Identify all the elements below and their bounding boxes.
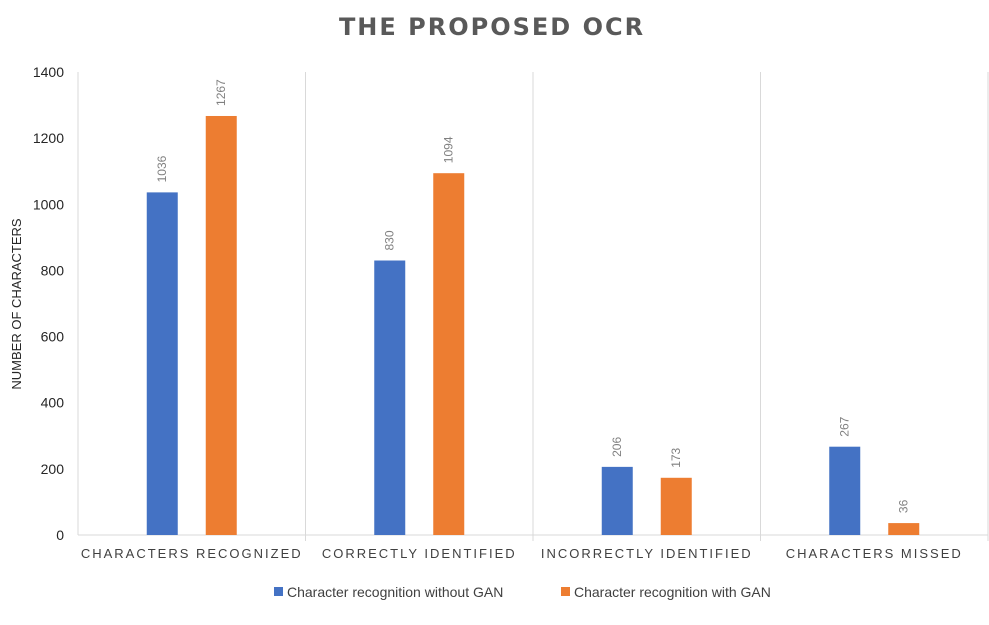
bar-without-gan [601, 466, 633, 535]
y-tick-label: 400 [41, 395, 65, 411]
data-label: 173 [669, 447, 683, 467]
chart-data-labels: 1036 830 206 267 1267 1094 173 36 [155, 79, 911, 513]
y-tick-label: 1000 [33, 196, 64, 212]
y-axis-label: NUMBER OF CHARACTERS [9, 218, 24, 390]
data-label: 36 [897, 499, 911, 513]
data-label: 267 [838, 416, 852, 436]
y-tick-label: 1200 [33, 130, 64, 146]
legend-label: Character recognition without GAN [287, 584, 503, 600]
y-tick-label: 1400 [33, 64, 64, 80]
y-tick-label: 0 [56, 527, 64, 543]
bar-without-gan [829, 446, 861, 535]
legend-swatch [561, 587, 570, 596]
legend-label: Character recognition with GAN [574, 584, 771, 600]
x-category-label: CHARACTERS MISSED [786, 546, 963, 561]
bar-with-gan [433, 173, 465, 535]
x-category-label: INCORRECTLY IDENTIFIED [541, 546, 753, 561]
legend-swatch [274, 587, 283, 596]
data-label: 1267 [214, 79, 228, 106]
x-category-label: CORRECTLY IDENTIFIED [322, 546, 517, 561]
data-label: 1094 [442, 136, 456, 163]
bar-without-gan [374, 260, 406, 535]
y-tick-label: 600 [41, 329, 65, 345]
chart-legend: Character recognition without GAN Charact… [274, 584, 771, 600]
chart-axes: 0 200 400 600 800 1000 1200 1400 CHARACTERS RECO… [33, 64, 989, 561]
bar-with-gan [205, 115, 237, 536]
data-label: 1036 [155, 155, 169, 182]
chart-title: THE PROPOSED OCR [339, 13, 645, 41]
y-tick-label: 800 [41, 262, 65, 278]
y-tick-label: 200 [41, 461, 65, 477]
data-label: 206 [610, 437, 624, 457]
chart-bars [146, 115, 920, 536]
bar-with-gan [888, 523, 920, 535]
bar-with-gan [660, 477, 692, 535]
bar-without-gan [146, 192, 178, 535]
data-label: 830 [383, 230, 397, 250]
x-category-label: CHARACTERS RECOGNIZED [81, 546, 303, 561]
